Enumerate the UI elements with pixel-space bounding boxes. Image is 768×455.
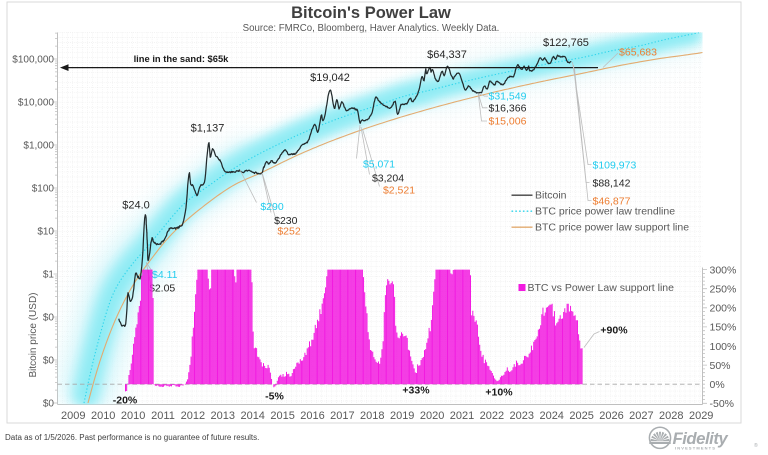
svg-text:$88,142: $88,142: [593, 178, 631, 190]
svg-text:$290: $290: [260, 201, 284, 213]
svg-text:2009: 2009: [61, 410, 85, 422]
svg-text:$65,683: $65,683: [619, 47, 657, 59]
svg-text:2013: 2013: [211, 410, 235, 422]
svg-text:$0: $0: [43, 356, 55, 367]
svg-text:$230: $230: [274, 215, 298, 227]
svg-text:2017: 2017: [330, 410, 354, 422]
svg-text:2015: 2015: [270, 410, 294, 422]
svg-text:0%: 0%: [710, 379, 725, 391]
svg-text:$3,204: $3,204: [372, 173, 404, 185]
svg-text:2027: 2027: [629, 410, 653, 422]
svg-text:250%: 250%: [710, 284, 737, 296]
svg-text:$10: $10: [37, 227, 54, 238]
svg-text:-20%: -20%: [113, 395, 138, 407]
svg-text:$0: $0: [43, 313, 55, 324]
svg-text:50%: 50%: [710, 360, 731, 372]
svg-text:2010: 2010: [121, 410, 145, 422]
svg-text:2025: 2025: [569, 410, 593, 422]
svg-text:+33%: +33%: [402, 385, 430, 397]
svg-text:2018: 2018: [360, 410, 384, 422]
svg-text:$5,071: $5,071: [363, 159, 395, 171]
svg-text:BTC vs Power Law support line: BTC vs Power Law support line: [528, 282, 675, 294]
svg-text:Data as of 1/5/2026. Past perf: Data as of 1/5/2026. Past performance is…: [5, 433, 259, 442]
svg-text:$1,137: $1,137: [191, 123, 225, 135]
svg-text:BTC price power law support li: BTC price power law support line: [535, 222, 689, 234]
svg-text:$1: $1: [43, 270, 55, 281]
svg-text:line in the sand: $65k: line in the sand: $65k: [134, 53, 230, 64]
svg-text:2024: 2024: [539, 410, 563, 422]
svg-text:2019: 2019: [390, 410, 414, 422]
svg-text:2023: 2023: [510, 410, 534, 422]
svg-text:Bitcoin's Power Law: Bitcoin's Power Law: [291, 4, 451, 22]
svg-text:$31,549: $31,549: [489, 91, 527, 103]
svg-text:100%: 100%: [710, 341, 737, 353]
svg-text:2011: 2011: [151, 410, 175, 422]
svg-text:$2.05: $2.05: [149, 283, 175, 295]
svg-text:2020: 2020: [420, 410, 444, 422]
svg-text:$16,366: $16,366: [489, 102, 527, 114]
svg-text:-5%: -5%: [265, 391, 284, 403]
svg-text:Fidelity: Fidelity: [673, 429, 730, 448]
svg-text:$46,877: $46,877: [593, 196, 631, 208]
svg-text:$15,006: $15,006: [489, 116, 527, 128]
svg-text:-50%: -50%: [710, 398, 735, 410]
svg-text:150%: 150%: [710, 322, 737, 334]
svg-text:$0: $0: [43, 399, 55, 410]
svg-text:Source: FMRCo, Bloomberg, Have: Source: FMRCo, Bloomberg, Haver Analytic…: [243, 23, 500, 34]
svg-text:+90%: +90%: [600, 325, 628, 337]
svg-text:$252: $252: [277, 226, 301, 238]
svg-text:2028: 2028: [659, 410, 683, 422]
svg-text:$24.0: $24.0: [122, 200, 150, 212]
svg-text:200%: 200%: [710, 303, 737, 315]
svg-text:$19,042: $19,042: [310, 72, 350, 84]
svg-text:$100,000: $100,000: [12, 55, 54, 66]
svg-text:+10%: +10%: [485, 387, 513, 399]
svg-text:2010: 2010: [91, 410, 115, 422]
svg-text:®: ®: [754, 442, 758, 449]
svg-text:$2,521: $2,521: [383, 185, 415, 197]
svg-text:2014: 2014: [240, 410, 264, 422]
svg-text:2029: 2029: [689, 410, 713, 422]
svg-text:$64,337: $64,337: [427, 49, 467, 61]
svg-text:300%: 300%: [710, 264, 737, 276]
svg-text:$109,973: $109,973: [593, 160, 637, 172]
svg-text:Bitcoin price (USD): Bitcoin price (USD): [28, 292, 39, 377]
svg-text:Bitcoin: Bitcoin: [535, 190, 567, 202]
svg-text:INVESTMENTS: INVESTMENTS: [675, 445, 716, 450]
svg-text:$10,000: $10,000: [18, 98, 55, 109]
svg-text:2016: 2016: [300, 410, 324, 422]
svg-text:2022: 2022: [480, 410, 504, 422]
svg-text:2021: 2021: [450, 410, 474, 422]
svg-text:$122,765: $122,765: [543, 37, 589, 49]
svg-text:BTC price power law trendline: BTC price power law trendline: [535, 206, 675, 218]
svg-text:$100: $100: [32, 184, 55, 195]
svg-text:2012: 2012: [181, 410, 205, 422]
svg-text:$4.11: $4.11: [152, 269, 178, 281]
svg-text:$1,000: $1,000: [23, 141, 54, 152]
svg-text:2026: 2026: [599, 410, 623, 422]
